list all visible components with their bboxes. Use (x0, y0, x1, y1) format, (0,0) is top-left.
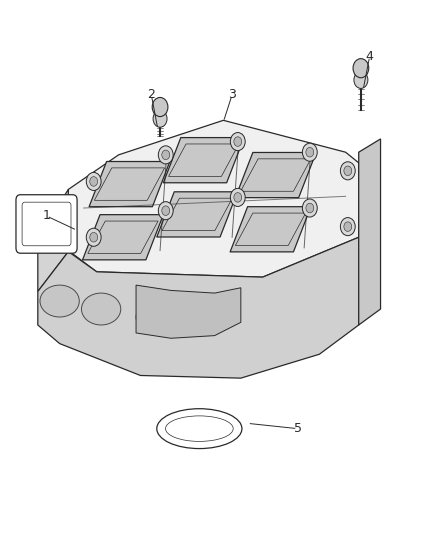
Circle shape (230, 133, 245, 151)
Polygon shape (38, 237, 359, 378)
FancyBboxPatch shape (22, 202, 71, 246)
Ellipse shape (40, 285, 79, 317)
Polygon shape (136, 285, 241, 338)
Text: 2: 2 (148, 88, 155, 101)
Text: 4: 4 (366, 50, 374, 63)
Circle shape (354, 71, 368, 88)
Ellipse shape (81, 293, 121, 325)
Circle shape (158, 201, 173, 220)
Circle shape (230, 188, 245, 206)
Circle shape (340, 217, 355, 236)
Polygon shape (157, 192, 237, 237)
Circle shape (306, 203, 314, 213)
Text: 3: 3 (228, 88, 236, 101)
Circle shape (302, 143, 317, 161)
Circle shape (306, 148, 314, 157)
Polygon shape (163, 138, 244, 183)
Ellipse shape (166, 416, 233, 441)
Polygon shape (89, 161, 170, 207)
Circle shape (86, 172, 101, 190)
Polygon shape (230, 207, 311, 252)
Polygon shape (359, 139, 381, 325)
Polygon shape (38, 189, 68, 292)
Text: 5: 5 (293, 422, 302, 435)
Circle shape (90, 232, 98, 242)
Circle shape (344, 166, 352, 175)
Circle shape (90, 176, 98, 186)
Polygon shape (68, 120, 359, 277)
Circle shape (86, 228, 101, 246)
Polygon shape (235, 152, 316, 198)
Circle shape (234, 137, 242, 147)
Circle shape (162, 150, 170, 160)
Circle shape (302, 199, 317, 217)
Circle shape (162, 206, 170, 215)
Circle shape (340, 162, 355, 180)
Circle shape (152, 98, 168, 117)
Circle shape (344, 222, 352, 231)
Ellipse shape (157, 409, 242, 449)
Ellipse shape (136, 301, 175, 333)
Circle shape (153, 110, 167, 127)
Circle shape (353, 59, 369, 78)
Circle shape (234, 192, 242, 202)
Polygon shape (82, 215, 163, 260)
Circle shape (158, 146, 173, 164)
Text: 1: 1 (42, 209, 50, 222)
FancyBboxPatch shape (16, 195, 77, 253)
